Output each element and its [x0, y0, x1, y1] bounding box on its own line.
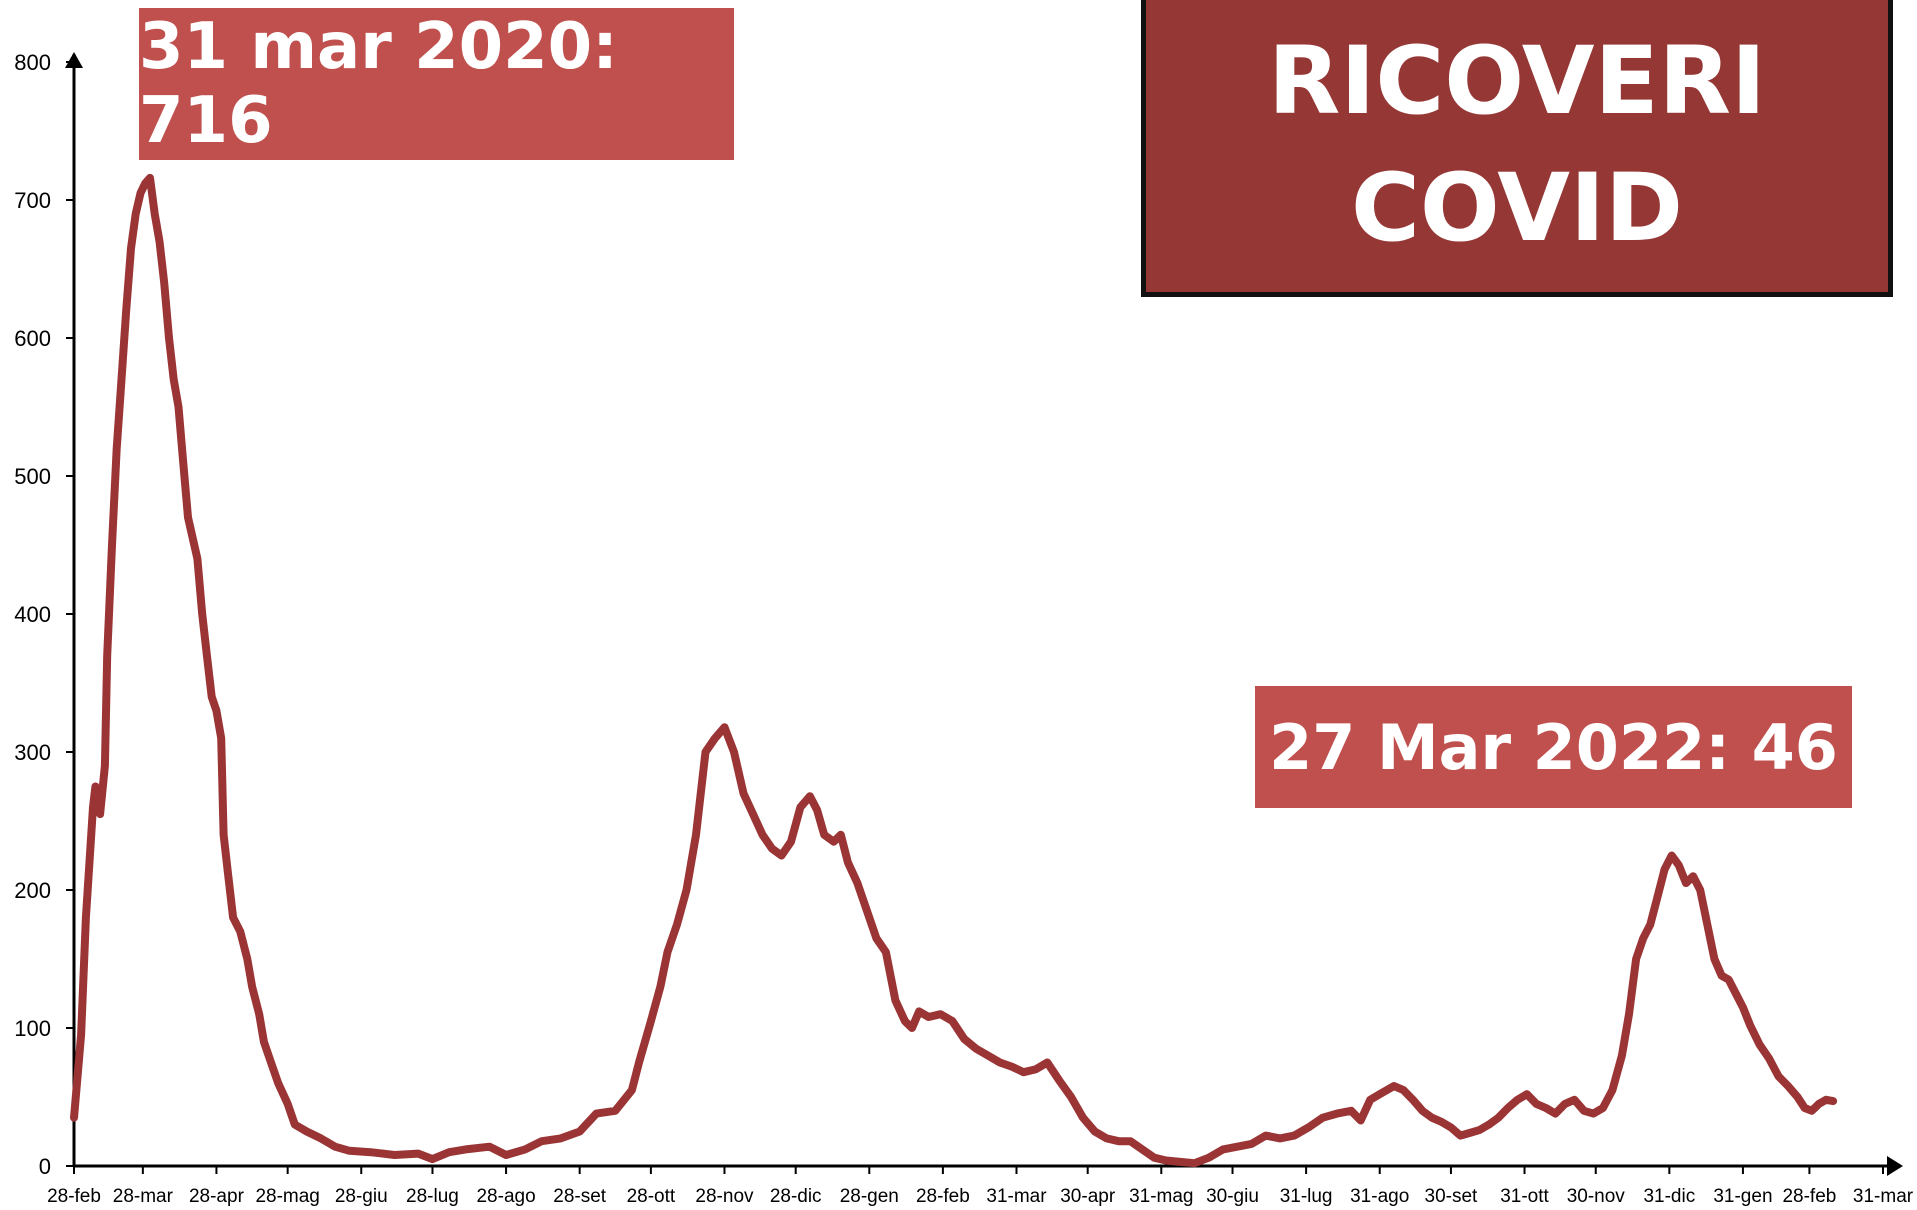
- x-tick-label: 30-giu: [1206, 1186, 1259, 1207]
- y-tick-label: 600: [14, 326, 51, 351]
- x-tick-label: 28-feb: [47, 1186, 101, 1207]
- x-tick-label: 28-gen: [840, 1186, 899, 1207]
- x-tick-label: 28-mag: [255, 1186, 319, 1207]
- x-tick-label: 31-ago: [1350, 1186, 1409, 1207]
- y-tick-label: 500: [14, 464, 51, 489]
- chart-title-box: RICOVERI COVID: [1141, 0, 1893, 297]
- x-tick-label: 31-gen: [1713, 1186, 1772, 1207]
- x-tick-label: 31-ott: [1500, 1186, 1549, 1207]
- y-axis-arrow: [65, 52, 83, 68]
- chart-title-line-1: RICOVERI: [1267, 27, 1767, 137]
- x-tick-label: 31-dic: [1643, 1186, 1695, 1207]
- y-tick-label: 300: [14, 740, 51, 765]
- x-tick-label: 30-set: [1425, 1186, 1479, 1207]
- x-tick-label: 28-lug: [406, 1186, 459, 1207]
- y-tick-label: 200: [14, 878, 51, 903]
- x-tick-label: 28-ago: [476, 1186, 535, 1207]
- y-tick-label: 400: [14, 602, 51, 627]
- x-tick-label: 31-mag: [1129, 1186, 1193, 1207]
- x-tick-label: 28-feb: [916, 1186, 970, 1207]
- latest-annotation: 27 Mar 2022: 46: [1255, 686, 1852, 808]
- chart-title-line-2: COVID: [1350, 154, 1684, 263]
- x-tick-label: 28-feb: [1782, 1186, 1836, 1207]
- y-tick-label: 0: [39, 1154, 51, 1179]
- x-tick-label: 28-apr: [189, 1186, 245, 1207]
- x-tick-label: 31-lug: [1280, 1186, 1333, 1207]
- x-tick-label: 28-giu: [335, 1186, 388, 1207]
- x-tick-label: 28-ott: [627, 1186, 676, 1207]
- y-tick-label: 700: [14, 188, 51, 213]
- series-group: [70, 173, 1838, 1168]
- x-axis: 28-feb 28-mar 28-apr 28-mag 28-giu 28-lug 28-a…: [47, 1156, 1914, 1207]
- series-line-1: [70, 173, 1838, 1168]
- y-tick-label: 100: [14, 1016, 51, 1041]
- x-axis-arrow: [1887, 1156, 1903, 1176]
- y-axis: 0 100 200 300 400 500 600 700 800: [14, 50, 83, 1179]
- x-tick-label: 31-mar: [986, 1186, 1047, 1207]
- peak-annotation: 31 mar 2020: 716: [139, 8, 734, 160]
- peak-annotation-label: 31 mar 2020: 716: [139, 10, 618, 158]
- x-tick-label: 28-mar: [113, 1186, 174, 1207]
- latest-annotation-label: 27 Mar 2022: 46: [1269, 710, 1838, 784]
- x-tick-label: 30-nov: [1567, 1186, 1626, 1207]
- x-tick-label: 31-mar: [1853, 1186, 1914, 1207]
- x-tick-label: 28-nov: [695, 1186, 754, 1207]
- x-tick-label: 28-set: [553, 1186, 607, 1207]
- y-tick-label: 800: [14, 50, 51, 75]
- x-tick-label: 28-dic: [770, 1186, 822, 1207]
- x-tick-label: 30-apr: [1060, 1186, 1116, 1207]
